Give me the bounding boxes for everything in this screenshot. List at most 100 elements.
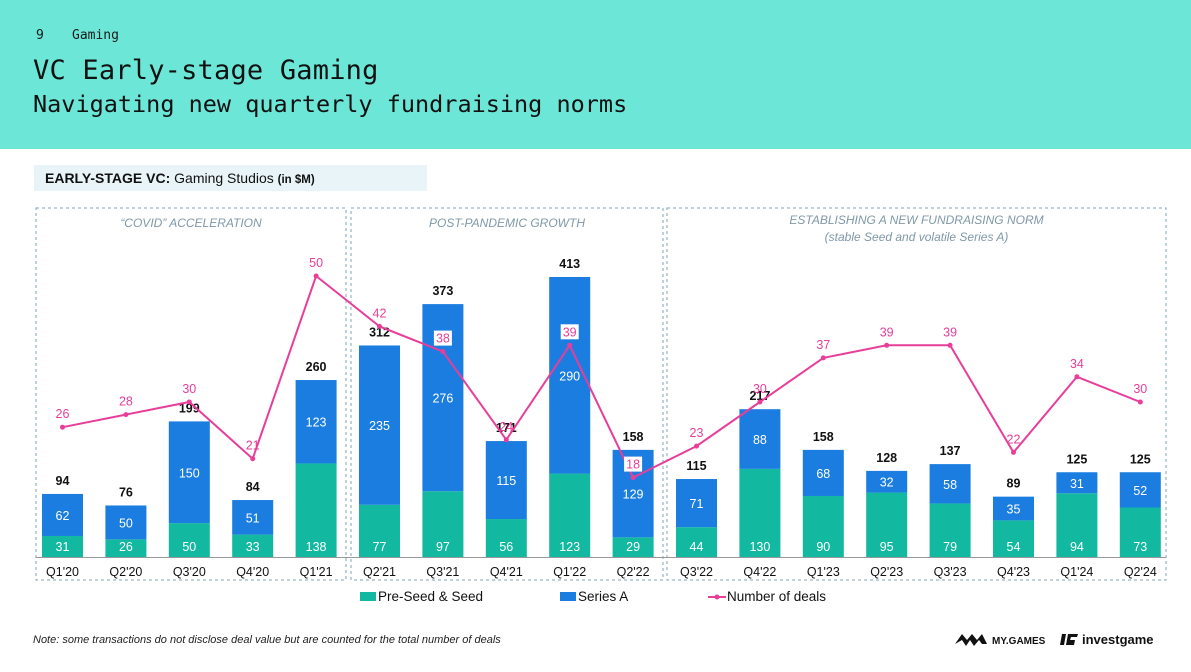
seed-value-label: 97 (436, 540, 450, 554)
deals-point (313, 273, 319, 279)
category-label: Q2'22 (617, 565, 650, 579)
seed-value-label: 33 (246, 540, 260, 554)
deals-point (123, 412, 129, 418)
seed-value-label: 29 (626, 540, 640, 554)
deals-point (503, 437, 509, 443)
series-a-bar (359, 345, 400, 505)
period-title: ESTABLISHING A NEW FUNDRAISING NORM (789, 213, 1043, 227)
page-title: VC Early-stage Gaming (33, 55, 379, 86)
deals-value-label: 22 (1007, 432, 1021, 446)
seed-value-label: 138 (306, 540, 327, 554)
deals-point (694, 443, 699, 449)
investgame-logo-text: investgame (1082, 632, 1154, 647)
seed-bar (422, 491, 464, 557)
total-value-label: 137 (940, 444, 961, 458)
series-a-value-label: 68 (816, 467, 830, 481)
total-value-label: 373 (432, 284, 453, 298)
series-a-bar (676, 479, 717, 528)
seed-value-label: 50 (182, 540, 196, 554)
total-value-label: 84 (246, 480, 260, 494)
chart-label-text: Gaming Studios (174, 170, 274, 186)
series-a-bar (1056, 472, 1098, 494)
total-value-label: 125 (1066, 452, 1087, 466)
deals-value-label: 34 (1070, 357, 1084, 371)
category-label: Q2'24 (1124, 565, 1157, 579)
deals-label-bg (560, 324, 579, 340)
deals-value-label: 39 (880, 325, 894, 339)
series-a-value-label: 32 (880, 476, 894, 490)
seed-bar (42, 535, 83, 557)
section-label: Gaming (72, 28, 119, 43)
series-a-value-label: 276 (432, 392, 453, 406)
series-a-bar (866, 470, 908, 493)
category-label: Q3'21 (426, 565, 459, 579)
legend-label-series-a: Series A (578, 589, 628, 604)
total-value-label: 125 (1130, 452, 1151, 466)
deals-value-label: 37 (816, 338, 830, 352)
seed-bar (612, 537, 654, 557)
series-a-value-label: 115 (496, 474, 516, 488)
total-value-label: 94 (56, 474, 70, 488)
period-frame (666, 207, 1167, 581)
seed-value-label: 73 (1133, 540, 1147, 554)
total-value-label: 115 (686, 459, 706, 473)
seed-bar (549, 473, 591, 557)
series-a-bar (485, 441, 527, 520)
seed-bar (866, 492, 908, 557)
seed-bar (1119, 507, 1161, 557)
deals-value-label: 18 (626, 458, 640, 472)
period-frame (350, 207, 664, 581)
total-value-label: 76 (119, 485, 133, 499)
category-label: Q1'23 (807, 565, 840, 579)
seed-bar (295, 463, 337, 557)
deals-value-label: 30 (753, 382, 767, 396)
header-band: 9 Gaming VC Early-stage Gaming Navigatin… (0, 0, 1191, 149)
legend-label-deals: Number of deals (727, 589, 826, 604)
seed-bar (676, 527, 717, 557)
legend-point-deals (714, 594, 720, 600)
deals-value-label: 28 (119, 395, 133, 409)
series-a-bar (739, 409, 781, 469)
deals-point (1074, 374, 1080, 380)
seed-value-label: 130 (749, 540, 770, 554)
chart-label-bold: EARLY-STAGE VC: (45, 170, 171, 186)
seed-bar (359, 504, 400, 557)
series-a-value-label: 31 (1070, 477, 1084, 491)
legend-swatch-seed (360, 592, 376, 601)
seed-value-label: 26 (119, 540, 133, 554)
category-label: Q1'22 (553, 565, 586, 579)
series-a-bar (168, 421, 210, 524)
category-label: Q2'21 (363, 565, 396, 579)
series-a-bar (105, 505, 147, 540)
series-a-value-label: 88 (753, 433, 767, 447)
category-label: Q1'24 (1060, 565, 1093, 579)
legend-swatch-series-a (560, 592, 576, 601)
category-label: Q4'20 (236, 565, 269, 579)
seed-value-label: 94 (1070, 540, 1084, 554)
legend-label-seed: Pre-Seed & Seed (378, 589, 483, 604)
category-label: Q2'23 (870, 565, 903, 579)
series-a-bar (929, 464, 971, 504)
total-value-label: 199 (179, 401, 200, 415)
seed-bar (485, 519, 527, 557)
seed-value-label: 95 (880, 540, 894, 554)
seed-value-label: 44 (690, 540, 704, 554)
seed-bar (105, 539, 147, 557)
category-label: Q4'21 (490, 565, 523, 579)
series-a-value-label: 35 (1007, 503, 1021, 517)
category-label: Q1'21 (300, 565, 333, 579)
total-value-label: 260 (306, 360, 327, 374)
deals-point (186, 399, 192, 405)
series-a-bar (42, 493, 83, 536)
total-value-label: 89 (1007, 477, 1021, 491)
series-a-value-label: 71 (690, 497, 704, 511)
deals-value-label: 30 (1133, 382, 1147, 396)
deals-value-label: 42 (373, 306, 387, 320)
series-a-value-label: 51 (246, 511, 260, 525)
investgame-logo: investgame (1060, 632, 1154, 647)
deals-label-bg (433, 330, 452, 346)
series-a-bar (993, 496, 1034, 521)
deals-point (630, 475, 636, 481)
seed-value-label: 54 (1007, 540, 1021, 554)
